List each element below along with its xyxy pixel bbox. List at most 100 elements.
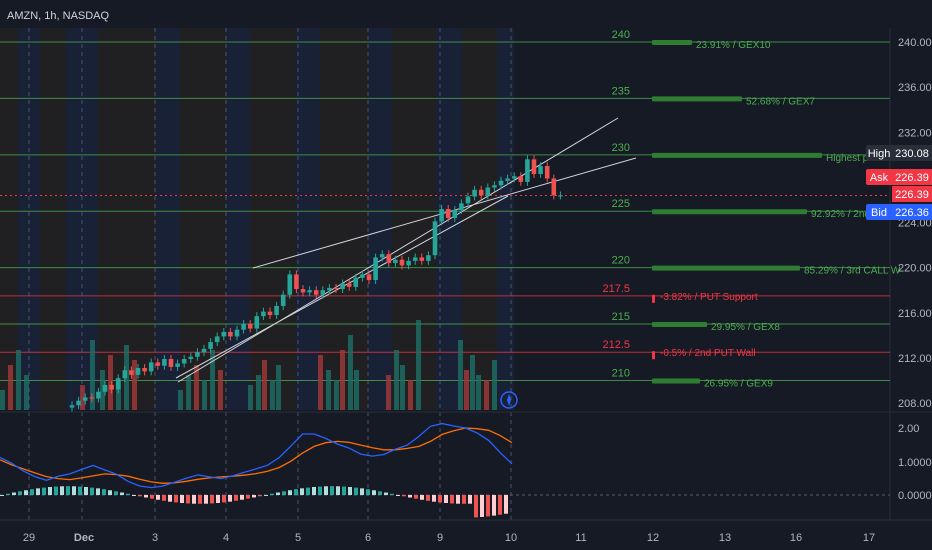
gex-bar — [652, 152, 822, 158]
candle-body — [135, 368, 141, 375]
macd-histogram-bar — [84, 486, 88, 495]
price-axis: 2.001.00000.0000240.00236.00232.00228.00… — [898, 37, 932, 502]
candle-body — [115, 378, 121, 390]
session-band — [462, 28, 497, 410]
candle-body — [511, 176, 517, 179]
macd-histogram-bar — [306, 487, 310, 495]
gex-bar — [652, 40, 692, 45]
candle-body — [478, 189, 484, 196]
session-band — [18, 28, 40, 410]
gex-annotation: 52.68% / GEX7 — [746, 96, 815, 107]
volume-bar — [90, 340, 95, 410]
macd-histogram-bar — [270, 493, 274, 495]
candle-body — [406, 260, 411, 266]
macd-histogram-bar — [486, 495, 490, 517]
macd-histogram-bar — [420, 495, 424, 500]
price-tick-label: 232.00 — [898, 127, 932, 139]
macd-histogram-bar — [360, 488, 364, 495]
macd-histogram-bar — [342, 486, 346, 495]
time-tick-label: 11 — [575, 532, 586, 544]
macd-histogram-bar — [450, 495, 454, 504]
candle-body — [373, 257, 378, 281]
macd-histogram-bar — [498, 495, 502, 515]
volume-bar — [24, 375, 29, 410]
macd-histogram-bar — [174, 495, 178, 503]
macd-histogram-bar — [228, 495, 232, 502]
ask-badge-value-bg — [892, 169, 932, 185]
volume-bar — [178, 390, 183, 410]
macd-histogram-bar — [288, 490, 292, 495]
gex-bar — [652, 378, 700, 384]
volume-bar — [476, 375, 481, 410]
macd-histogram-bar — [432, 495, 436, 502]
macd-histogram-bar — [330, 486, 334, 495]
time-tick-label: Dec — [74, 532, 94, 544]
trendline — [177, 117, 619, 383]
candle-body — [379, 254, 385, 258]
symbol-label: AMZN, 1h, NASDAQ — [7, 10, 110, 22]
candle-body — [492, 185, 497, 188]
candle-body — [333, 287, 339, 290]
candle-body — [432, 221, 438, 256]
high-badge-value-bg — [892, 145, 932, 161]
candle-body — [162, 359, 167, 366]
volume-bar — [108, 355, 113, 410]
volume-bar — [80, 385, 85, 410]
macd-histogram-bar — [504, 495, 508, 514]
candle-body — [393, 259, 398, 264]
candle-body — [538, 166, 543, 174]
macd-histogram-bar — [30, 489, 34, 495]
time-tick-label: 12 — [647, 532, 659, 544]
candle-body — [320, 290, 326, 295]
candle-body — [267, 311, 273, 316]
candle-body — [313, 290, 319, 295]
candle-body — [531, 159, 537, 174]
volume-bar — [354, 370, 359, 410]
macd-histogram-bar — [384, 492, 388, 495]
put-annotation: -0.5% / 2nd PUT Wall — [660, 348, 756, 359]
gex-bar — [652, 96, 742, 102]
macd-histogram-bar — [156, 495, 160, 500]
macd-tick-label: 2.00 — [898, 423, 919, 435]
candle-body — [69, 405, 75, 408]
macd-histogram-bar — [150, 495, 154, 499]
macd-histogram-bar — [372, 490, 376, 495]
candle-body — [485, 187, 491, 196]
session-band — [320, 28, 368, 410]
macd-histogram-bar — [348, 487, 352, 495]
ask-badge-label-bg — [866, 169, 893, 185]
time-tick-label: 6 — [365, 532, 371, 544]
ask-badge-value: 226.39 — [895, 172, 929, 184]
signal-line — [0, 427, 513, 484]
volume-bar — [334, 380, 339, 410]
candle-body — [142, 368, 147, 372]
candle-body — [241, 324, 246, 330]
candle-body — [234, 329, 240, 337]
candle-body — [353, 277, 359, 287]
price-tick-label: 220.00 — [898, 263, 932, 275]
candle-body — [386, 254, 392, 264]
volume-bar — [210, 350, 215, 410]
session-band — [392, 28, 436, 410]
macd-histogram-bar — [294, 489, 298, 495]
macd-histogram-bar — [72, 486, 76, 495]
time-tick-label: 10 — [505, 532, 517, 544]
replay-button[interactable] — [500, 391, 518, 409]
macd-histogram-bar — [60, 486, 64, 495]
volume-bar — [484, 380, 489, 410]
candle-body — [129, 370, 134, 375]
bid-badge-value: 226.36 — [895, 207, 929, 219]
session-band — [497, 28, 514, 410]
macd-histogram-bar — [54, 486, 58, 495]
macd-histogram-bar — [0, 495, 4, 496]
candle-body — [175, 363, 180, 367]
bid-badge-value-bg — [892, 204, 932, 220]
time-tick-label: 17 — [863, 532, 875, 544]
candle-body — [228, 331, 233, 337]
macd-histogram-bar — [96, 488, 100, 495]
volume-bar — [218, 370, 223, 410]
put-bar — [652, 294, 655, 303]
high-badge-value: 230.08 — [895, 148, 929, 160]
macd-histogram-bar — [78, 486, 82, 495]
